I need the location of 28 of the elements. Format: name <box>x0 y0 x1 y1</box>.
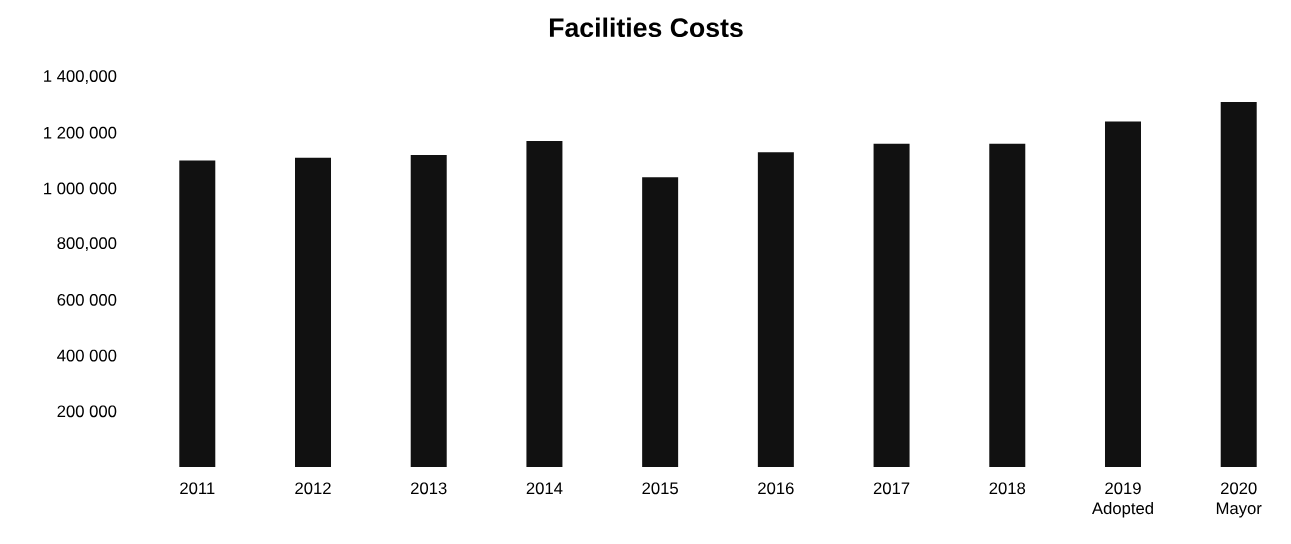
x-tick-label: 2020 Mayor <box>1216 482 1262 518</box>
x-tick-label: 2014 <box>526 482 563 495</box>
bar <box>989 143 1026 467</box>
x-tick-label: 2017 <box>873 482 910 495</box>
chart-title: Facilities Costs <box>549 17 743 38</box>
x-tick-label: 2011 <box>180 482 215 495</box>
bar <box>873 143 910 467</box>
bar <box>1220 102 1257 467</box>
x-tick-label: 2012 <box>295 482 331 495</box>
x-tick-label: 2019 Adopted <box>1091 482 1153 518</box>
bar <box>526 141 563 467</box>
x-tick-label: 2015 <box>642 482 678 495</box>
bar <box>642 177 679 467</box>
y-tick-label: 200 000 <box>57 405 117 418</box>
x-tick-label: 2018 <box>989 482 1026 495</box>
y-tick-label: 800,000 <box>57 237 117 252</box>
x-tick-label: 2016 <box>758 482 794 495</box>
y-tick-label: 400 000 <box>57 349 117 362</box>
y-tick-label: 1 400,000 <box>44 70 117 84</box>
bar <box>179 160 216 467</box>
y-tick-label: 1 200 000 <box>44 126 117 139</box>
bar <box>1104 121 1141 467</box>
x-tick-label: 2013 <box>411 482 447 495</box>
bar <box>410 155 447 467</box>
bar <box>757 152 794 467</box>
bar <box>295 157 332 467</box>
y-tick-label: 600 000 <box>57 293 117 306</box>
y-tick-label: 1 000 000 <box>44 182 117 195</box>
